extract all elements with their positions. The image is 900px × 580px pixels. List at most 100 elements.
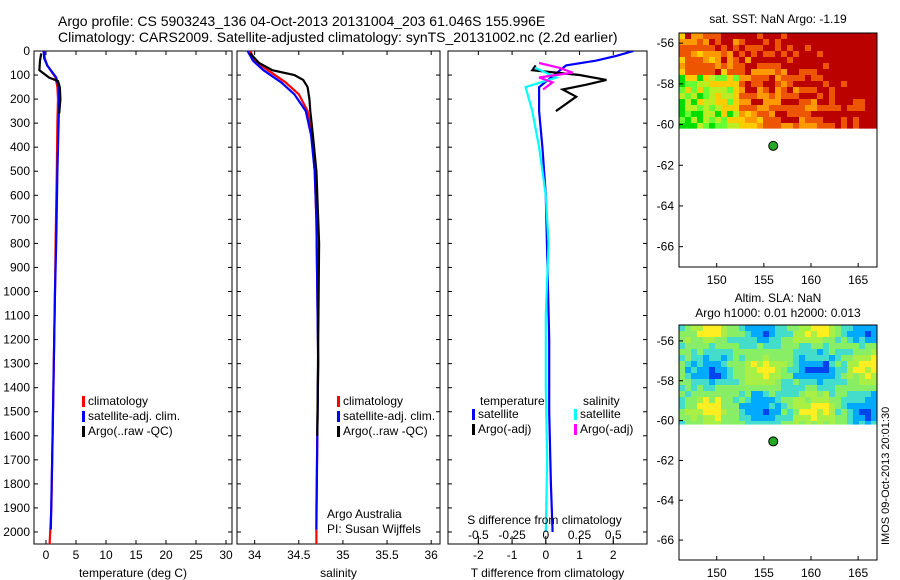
map-cell (703, 81, 709, 87)
map-cell (853, 123, 859, 129)
map-cell (775, 325, 781, 331)
map-cell (691, 361, 697, 367)
map-cell (781, 379, 787, 385)
map-cell (715, 331, 721, 337)
map-cell (811, 111, 817, 117)
map-cell (823, 379, 829, 385)
map-cell (757, 325, 763, 331)
map-cell (817, 391, 823, 397)
map-cell (817, 325, 823, 331)
map-cell (691, 105, 697, 111)
map-cell (817, 99, 823, 105)
map-cell (871, 123, 877, 129)
map-cell (805, 379, 811, 385)
map-cell (787, 75, 793, 81)
map-cell (799, 337, 805, 343)
map-cell (853, 93, 859, 99)
map-cell (715, 87, 721, 93)
map-cell (805, 63, 811, 69)
map-cell (691, 349, 697, 355)
map-cell (727, 331, 733, 337)
map-cell (841, 69, 847, 75)
map-cell (853, 75, 859, 81)
map-cell (781, 105, 787, 111)
map-cell (757, 337, 763, 343)
map-cell (871, 361, 877, 367)
map-cell (727, 111, 733, 117)
map-cell (775, 355, 781, 361)
map-cell (733, 409, 739, 415)
map-cell (703, 99, 709, 105)
map-cell (871, 349, 877, 355)
map-cell (679, 51, 685, 57)
map-cell (727, 343, 733, 349)
map-cell (817, 355, 823, 361)
map-cell (775, 45, 781, 51)
map-cell (745, 355, 751, 361)
map-cell (763, 397, 769, 403)
map-cell (703, 75, 709, 81)
map-cell (847, 33, 853, 39)
map-cell (793, 367, 799, 373)
map-cell (847, 367, 853, 373)
map-cell (757, 421, 763, 425)
map-cell (865, 403, 871, 409)
map-cell (871, 105, 877, 111)
series-line-difference-3 (538, 61, 574, 91)
map-cell (805, 343, 811, 349)
map-cell (799, 81, 805, 87)
depth-tick-label: 1100 (4, 309, 30, 323)
map-cell (769, 379, 775, 385)
map-cell (679, 355, 685, 361)
map-cell (751, 63, 757, 69)
map-cell (799, 63, 805, 69)
map-cell (703, 111, 709, 117)
map-cell (727, 409, 733, 415)
map-cell (751, 367, 757, 373)
map-cell (859, 99, 865, 105)
map-cell (739, 75, 745, 81)
map-cell (829, 81, 835, 87)
map-cell (853, 69, 859, 75)
map-cell (829, 75, 835, 81)
map-cell (793, 331, 799, 337)
map-cell (853, 355, 859, 361)
map-cell (859, 361, 865, 367)
map-cell (679, 349, 685, 355)
map-cell (805, 403, 811, 409)
map-cell (745, 343, 751, 349)
map-cell (817, 75, 823, 81)
map-cell (805, 367, 811, 373)
map-cell (793, 415, 799, 421)
lat-tick-label: -64 (657, 493, 675, 507)
map-cell (793, 373, 799, 379)
map-cell (757, 99, 763, 105)
map-cell (865, 105, 871, 111)
lon-tick-label: 160 (801, 566, 821, 580)
map-cell (757, 63, 763, 69)
map-cell (709, 349, 715, 355)
map-cell (811, 75, 817, 81)
map-cell (691, 343, 697, 349)
map-cell (847, 45, 853, 51)
map-cell (703, 367, 709, 373)
map-cell (811, 373, 817, 379)
map-cell (679, 409, 685, 415)
map-cell (847, 57, 853, 63)
sst-map-title: sat. SST: NaN Argo: -1.19 (709, 12, 847, 26)
map-cell (745, 33, 751, 39)
map-cell (733, 51, 739, 57)
map-cell (787, 117, 793, 123)
map-cell (793, 117, 799, 123)
map-cell (775, 123, 781, 129)
map-cell (775, 343, 781, 349)
map-cell (739, 57, 745, 63)
map-cell (745, 69, 751, 75)
map-cell (739, 81, 745, 87)
map-cell (763, 337, 769, 343)
map-cell (751, 99, 757, 105)
map-cell (787, 87, 793, 93)
map-cell (691, 337, 697, 343)
map-cell (733, 325, 739, 331)
map-cell (727, 93, 733, 99)
